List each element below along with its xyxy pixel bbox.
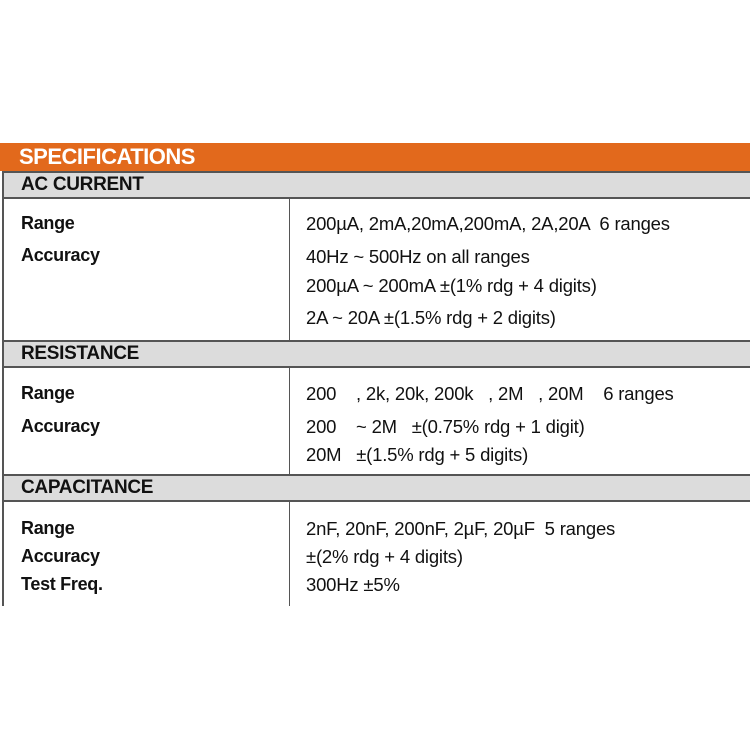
row-value: 300Hz ±5% [306,574,400,595]
column-divider [289,368,290,475]
row-value: 2nF, 20nF, 200nF, 2µF, 20µF 5 ranges [306,518,616,539]
row-label: Range [21,383,75,403]
row-label: Test Freq. [21,574,103,594]
row-value: 200µA ~ 200mA ±(1% rdg + 4 digits) [306,275,597,296]
row-label: Accuracy [21,546,100,566]
section-header-ac-current: AC CURRENT [2,171,750,199]
column-divider [289,199,290,341]
row-value: 200 , 2k, 20k, 200k , 2M , 20M 6 ranges [306,383,674,404]
row-value: 2A ~ 20A ±(1.5% rdg + 2 digits) [306,307,556,328]
section-header-capacitance: CAPACITANCE [2,474,750,502]
section-header-resistance: RESISTANCE [2,340,750,368]
section-body-ac-current: Range 200µA, 2mA,20mA,200mA, 2A,20A 6 ra… [2,199,750,341]
row-value: ±(2% rdg + 4 digits) [306,546,463,567]
specifications-title: SPECIFICATIONS [0,143,750,171]
row-value: 200µA, 2mA,20mA,200mA, 2A,20A 6 ranges [306,213,670,234]
section-body-capacitance: Range 2nF, 20nF, 200nF, 2µF, 20µF 5 rang… [2,502,750,606]
column-divider [289,502,290,606]
row-value: 40Hz ~ 500Hz on all ranges [306,246,530,267]
row-label: Accuracy [21,245,100,265]
row-label: Accuracy [21,416,100,436]
row-label: Range [21,518,75,538]
row-label: Range [21,213,75,233]
row-value: 20M ±(1.5% rdg + 5 digits) [306,444,529,465]
section-body-resistance: Range 200 , 2k, 20k, 200k , 2M , 20M 6 r… [2,368,750,475]
row-value: 200 ~ 2M ±(0.75% rdg + 1 digit) [306,416,585,437]
